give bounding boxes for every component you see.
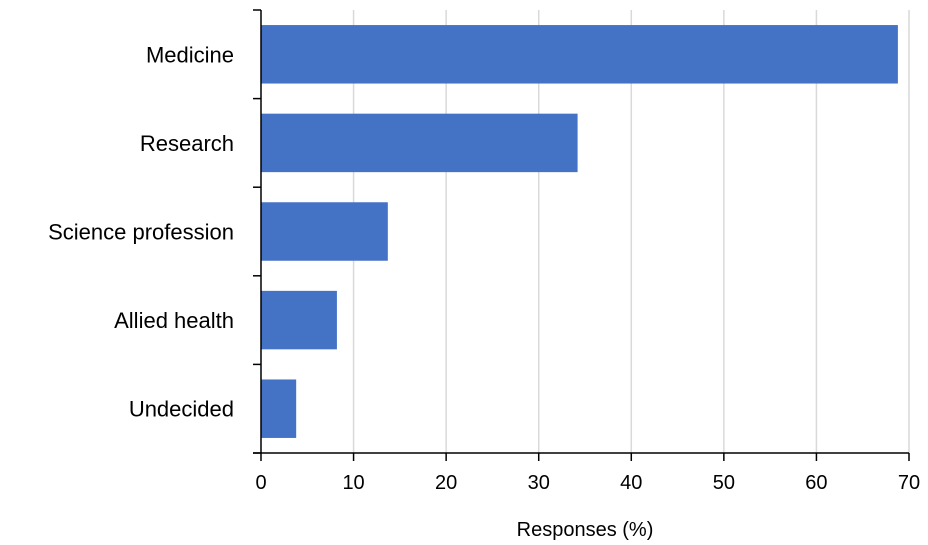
bars	[261, 25, 898, 438]
bar	[261, 379, 297, 438]
x-tick-labels: 0 10 20 30 40 50 60 70	[255, 472, 920, 494]
category-label: Research	[140, 131, 234, 156]
category-label: Science profession	[48, 220, 234, 245]
bar	[261, 290, 337, 350]
axes	[253, 9, 910, 461]
bar	[261, 113, 578, 173]
x-tick-label: 0	[255, 472, 266, 494]
x-tick-label: 10	[342, 472, 364, 494]
x-axis-title: Responses (%)	[517, 519, 654, 541]
category-label: Undecided	[129, 397, 234, 422]
category-label: Allied health	[114, 308, 234, 333]
category-labels: Medicine Research Science profession Allied…	[48, 42, 234, 421]
x-tick-label: 40	[620, 472, 642, 494]
x-tick-label: 50	[713, 472, 735, 494]
x-tick-label: 60	[805, 472, 827, 494]
x-tick-label: 70	[898, 472, 920, 494]
category-label: Medicine	[146, 42, 234, 67]
x-tick-label: 20	[435, 472, 457, 494]
x-tick-label: 30	[528, 472, 550, 494]
bar	[261, 25, 898, 84]
bar	[261, 202, 388, 261]
gridlines	[352, 10, 910, 453]
